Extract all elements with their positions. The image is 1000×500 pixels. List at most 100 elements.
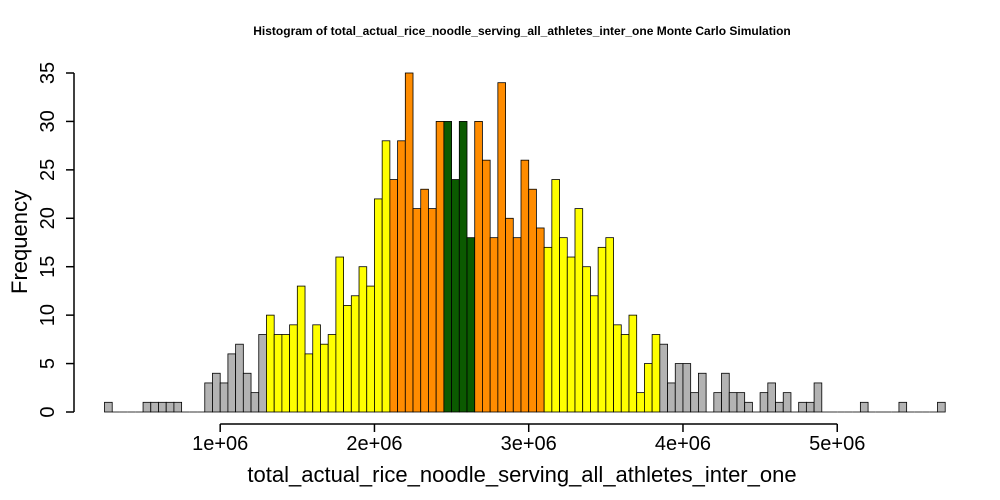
histogram-bar xyxy=(250,392,260,413)
histogram-bar xyxy=(451,179,460,413)
histogram-bar xyxy=(420,188,429,413)
histogram-bar xyxy=(551,179,560,413)
histogram-bar xyxy=(520,159,530,413)
histogram-bar xyxy=(281,334,291,413)
chart-title: Histogram of total_actual_rice_noodle_se… xyxy=(253,24,790,38)
histogram-bar xyxy=(343,305,352,413)
y-axis-tick-label: 25 xyxy=(37,159,59,181)
x-axis-tick-label: 5e+06 xyxy=(809,433,865,455)
histogram-bar xyxy=(404,72,414,413)
histogram-bar xyxy=(142,401,152,413)
histogram-bar xyxy=(859,401,869,413)
histogram-bar xyxy=(389,179,398,413)
histogram-bar xyxy=(698,372,707,413)
histogram-bars xyxy=(104,72,946,413)
x-axis-tick-label: 3e+06 xyxy=(501,433,557,455)
histogram-bar xyxy=(798,401,807,413)
histogram-bar xyxy=(482,159,491,413)
histogram-bar xyxy=(536,227,545,413)
histogram-bar xyxy=(435,121,445,413)
histogram-bar xyxy=(227,353,237,413)
histogram-bar xyxy=(713,392,722,413)
histogram-bar xyxy=(682,363,692,413)
histogram-bar xyxy=(219,382,229,413)
histogram-bar xyxy=(667,382,676,413)
histogram-bar xyxy=(574,208,584,413)
histogram-bar xyxy=(381,140,391,413)
histogram-bar xyxy=(597,246,607,413)
histogram-bar xyxy=(366,285,375,413)
histogram-bar xyxy=(335,256,345,413)
histogram-bar xyxy=(620,334,630,413)
histogram-bar xyxy=(613,324,622,413)
histogram-bar xyxy=(582,266,591,413)
histogram-bar xyxy=(266,314,275,413)
x-axis: 1e+06 2e+06 3e+06 4e+06 5e+06 xyxy=(192,423,865,455)
histogram-bar xyxy=(327,334,337,413)
histogram-bar xyxy=(204,382,213,413)
histogram-bar xyxy=(528,188,537,413)
histogram-bar xyxy=(937,401,946,413)
histogram-bar xyxy=(258,334,267,413)
histogram-bar xyxy=(805,401,815,413)
x-axis-tick-label: 2e+06 xyxy=(346,433,402,455)
histogram-bar xyxy=(690,392,699,413)
y-axis-tick-label: 20 xyxy=(37,207,59,229)
x-axis-label: total_actual_rice_noodle_serving_all_ath… xyxy=(247,462,796,487)
histogram-bar xyxy=(767,382,776,413)
histogram-bar xyxy=(644,363,653,413)
y-axis-tick-label: 0 xyxy=(37,406,59,417)
histogram-bar xyxy=(104,401,113,413)
y-axis-tick-label: 10 xyxy=(37,304,59,326)
y-axis-tick-label: 15 xyxy=(37,256,59,278)
histogram-bar xyxy=(397,140,406,413)
x-axis-tick-label: 4e+06 xyxy=(655,433,711,455)
histogram-bar xyxy=(605,237,614,413)
x-axis-tick-label: 1e+06 xyxy=(192,433,248,455)
histogram-bar xyxy=(813,382,823,413)
histogram-bar xyxy=(235,343,244,413)
histogram-bar xyxy=(358,266,368,413)
histogram-bar xyxy=(497,82,506,413)
histogram-bar xyxy=(512,237,522,413)
histogram-bar xyxy=(273,334,283,413)
y-axis-tick-label: 5 xyxy=(37,358,59,369)
histogram-bar xyxy=(744,401,753,413)
histogram-bar xyxy=(659,343,668,413)
histogram-bar xyxy=(158,401,167,413)
histogram-bar xyxy=(628,314,638,413)
histogram-bar xyxy=(636,392,645,413)
histogram-bar xyxy=(466,237,476,413)
histogram-bar xyxy=(559,237,568,413)
histogram-bar xyxy=(320,343,329,413)
y-axis-tick-label: 35 xyxy=(37,62,59,84)
y-axis-label: Frequency xyxy=(7,190,32,294)
histogram-bar xyxy=(782,392,792,413)
histogram-bar xyxy=(150,401,159,413)
histogram-bar xyxy=(474,121,483,413)
histogram-bar xyxy=(736,392,746,413)
histogram-bar xyxy=(304,353,314,413)
histogram-bar xyxy=(543,246,553,413)
histogram-bar xyxy=(289,324,298,413)
histogram-bar xyxy=(312,324,321,413)
histogram-bar xyxy=(590,295,599,413)
histogram-bar xyxy=(173,401,183,413)
histogram-bar xyxy=(412,208,422,413)
histogram-bar xyxy=(898,401,908,413)
y-axis: 0 5 10 15 20 25 30 35 xyxy=(37,62,75,418)
histogram-bar xyxy=(458,121,468,413)
histogram-bar xyxy=(350,295,360,413)
histogram-bar xyxy=(242,372,252,413)
histogram-bar xyxy=(165,401,175,413)
histogram-bar xyxy=(721,372,730,413)
histogram-bar xyxy=(212,372,221,413)
histogram-bar xyxy=(505,217,514,413)
histogram-bar xyxy=(674,363,684,413)
histogram-bar xyxy=(775,401,784,413)
histogram-bar xyxy=(728,392,738,413)
y-axis-tick-label: 30 xyxy=(37,110,59,132)
histogram-bar xyxy=(296,285,306,413)
histogram-bar xyxy=(651,334,661,413)
